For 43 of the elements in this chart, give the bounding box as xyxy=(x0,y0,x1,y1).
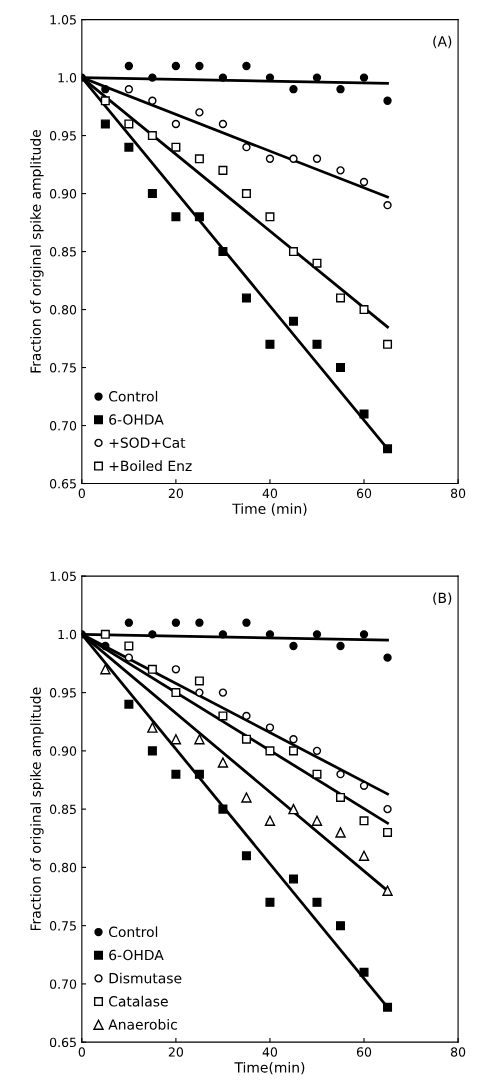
x-tick-label: 20 xyxy=(168,1047,184,1057)
x-tick-label: 20 xyxy=(168,488,184,499)
annotation: (A) xyxy=(433,35,452,49)
y-tick-label: 0.70 xyxy=(49,979,77,989)
legend-label: Control xyxy=(109,926,158,938)
legend-label: 6-OHDA xyxy=(109,414,164,425)
y-tick-label: 1.05 xyxy=(50,571,76,582)
x-axis-title: Time (min) xyxy=(232,503,307,516)
y-axis-title: Fraction of original spike amplitude xyxy=(30,130,44,373)
y-tick-label: 0.85 xyxy=(49,247,76,257)
y-tick-label: 0.95 xyxy=(49,131,76,141)
y-tick-label: 0.75 xyxy=(49,363,76,373)
annotation: (B) xyxy=(433,592,452,605)
legend-label: +SOD+Cat xyxy=(109,437,186,448)
legend-label: Control xyxy=(109,390,158,402)
y-tick-label: 0.90 xyxy=(49,746,77,756)
y-axis-title: Fraction of original spike amplitude xyxy=(30,687,44,931)
x-axis-title: Time(min) xyxy=(234,1061,305,1075)
y-tick-label: 0.70 xyxy=(49,421,77,431)
x-tick-label: 60 xyxy=(356,1047,372,1057)
legend-label: Catalase xyxy=(109,995,168,1007)
legend-label: +Boiled Enz xyxy=(109,460,192,472)
y-tick-label: 0.75 xyxy=(49,921,76,931)
x-tick-label: 60 xyxy=(356,488,372,499)
y-tick-label: 1.0 xyxy=(58,629,77,640)
y-tick-label: 0.80 xyxy=(49,862,77,873)
legend-label: Anaerobic xyxy=(108,1019,177,1030)
x-tick-label: 0 xyxy=(78,488,85,499)
x-tick-label: 0 xyxy=(78,1047,85,1057)
y-tick-label: 0.90 xyxy=(49,189,77,199)
y-tick-label: 0.85 xyxy=(49,804,76,815)
y-tick-label: 1.05 xyxy=(50,15,76,25)
x-tick-label: 40 xyxy=(262,1047,278,1057)
y-tick-label: 0.65 xyxy=(49,1037,76,1048)
x-tick-label: 80 xyxy=(450,1047,466,1057)
y-tick-label: 0.65 xyxy=(49,478,76,489)
x-tick-label: 80 xyxy=(450,488,466,499)
y-tick-label: 0.95 xyxy=(49,688,76,698)
legend-label: Dismutase xyxy=(109,972,182,984)
y-tick-label: 1.0 xyxy=(58,73,77,83)
y-tick-label: 0.80 xyxy=(49,305,77,315)
legend-label: 6-OHDA xyxy=(109,949,164,961)
x-tick-label: 40 xyxy=(262,488,278,499)
